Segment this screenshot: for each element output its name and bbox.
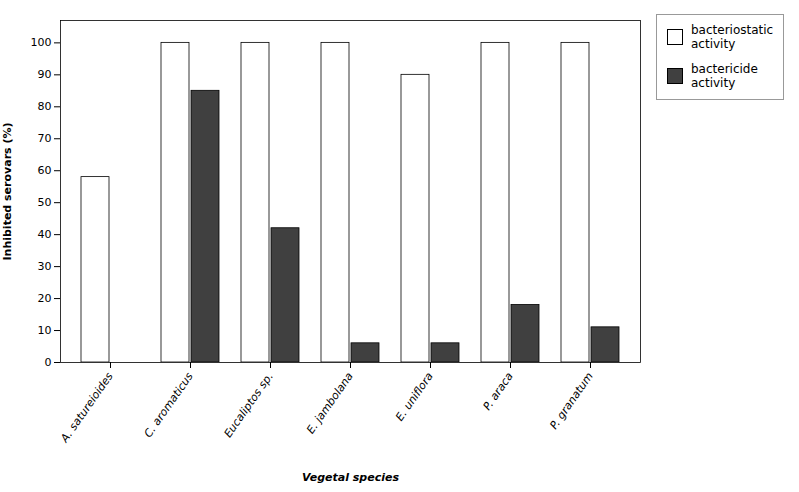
- svg-text:E. uniflora: E. uniflora: [393, 370, 436, 424]
- svg-text:20: 20: [38, 292, 52, 305]
- svg-text:E. jambolana: E. jambolana: [304, 370, 356, 436]
- svg-text:90: 90: [38, 68, 52, 81]
- svg-text:Inhibited serovars (%): Inhibited serovars (%): [1, 122, 14, 260]
- svg-text:Vegetal species: Vegetal species: [302, 471, 399, 484]
- svg-text:C. aromaticus: C. aromaticus: [141, 370, 196, 440]
- html-text:bacteriostatic activity: bacteriostatic activity: [691, 23, 774, 52]
- svg-text:50: 50: [38, 196, 52, 209]
- svg-text:40: 40: [38, 228, 52, 241]
- svg-text:P. granatum: P. granatum: [547, 370, 596, 432]
- html-text:bactericide activity: bactericide activity: [691, 61, 758, 91]
- svg-text:Eucaliptos sp.: Eucaliptos sp.: [221, 370, 275, 440]
- svg-text:70: 70: [38, 132, 52, 145]
- svg-text:60: 60: [38, 164, 52, 177]
- svg-text:10: 10: [38, 324, 52, 337]
- svg-text:P. araca: P. araca: [481, 370, 516, 413]
- svg-text:0: 0: [45, 356, 52, 369]
- svg-text:100: 100: [31, 36, 52, 49]
- svg-text:A. satureioides: A. satureioides: [58, 370, 116, 446]
- svg-text:80: 80: [38, 100, 52, 113]
- svg-text:30: 30: [38, 260, 52, 273]
